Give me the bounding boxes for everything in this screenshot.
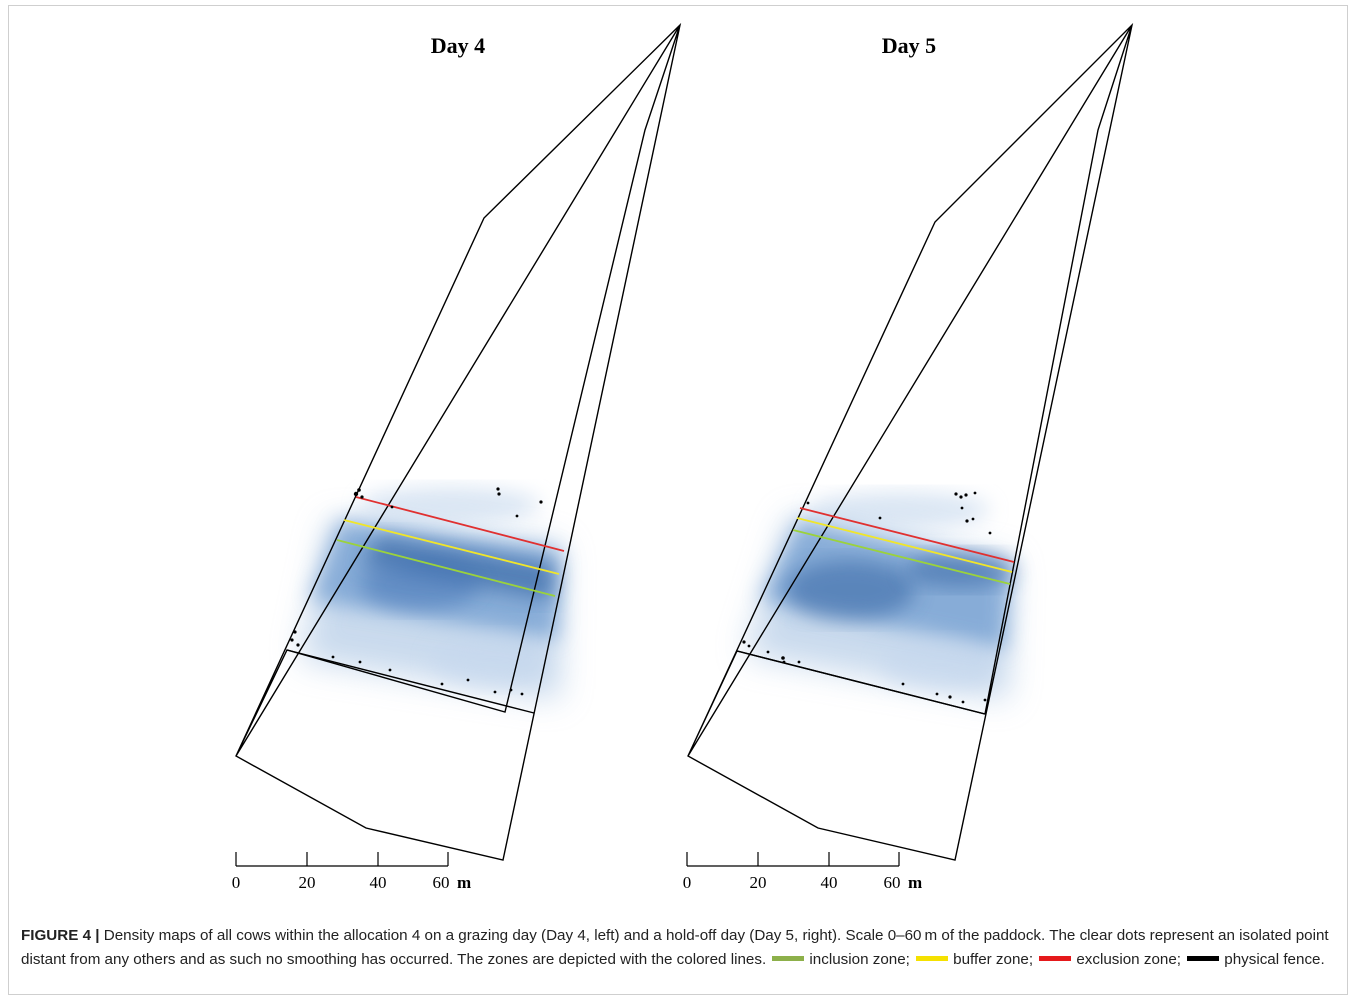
legend-buffer-label: buffer zone;	[953, 950, 1034, 968]
scale-tick-40: 40	[370, 873, 387, 892]
scale-bar-day5: 0 20 40 60 m	[683, 852, 922, 892]
isolated-points-day5	[742, 491, 992, 704]
buffer-zone-swatch	[916, 955, 949, 961]
density-map-day5	[745, 492, 1015, 700]
panel-title-day5: Day 5	[882, 33, 936, 58]
caption-text: Density maps of all cows within the allo…	[21, 927, 1329, 968]
scale-tick-20: 20	[750, 873, 767, 892]
legend-fence-label: physical fence.	[1224, 950, 1325, 968]
legend-inclusion-label: inclusion zone;	[809, 950, 910, 968]
inclusion-zone-line-day4	[336, 539, 556, 597]
figure-label: FIGURE 4 |	[21, 927, 100, 944]
panel-day5: Day 5	[683, 22, 1134, 892]
inclusion-zone-line-day5	[792, 529, 1011, 585]
isolated-points-day4	[290, 487, 543, 696]
inclusion-zone-swatch	[772, 955, 805, 961]
paddock-outline-day5	[687, 22, 1134, 861]
scale-tick-60: 60	[433, 873, 450, 892]
scale-unit: m	[908, 873, 922, 892]
scale-unit: m	[457, 873, 471, 892]
figure-graphic: Day 4 0	[232, 22, 1134, 892]
panel-day4: Day 4 0	[232, 22, 682, 892]
paddock-outline-day4	[235, 22, 682, 861]
exclusion-zone-line-day5	[799, 507, 1015, 563]
scale-bar-day4: 0 20 40 60 m	[232, 852, 471, 892]
scale-tick-20: 20	[299, 873, 316, 892]
figure-frame	[8, 5, 1348, 995]
panel-title-day4: Day 4	[431, 33, 485, 58]
scale-tick-0: 0	[232, 873, 241, 892]
figure-caption: FIGURE 4 | Density maps of all cows with…	[21, 924, 1339, 971]
buffer-zone-line-day5	[796, 517, 1013, 573]
scale-tick-40: 40	[821, 873, 838, 892]
physical-fence-swatch	[1187, 955, 1220, 961]
exclusion-zone-line-day4	[355, 496, 565, 552]
buffer-zone-line-day4	[343, 519, 560, 575]
physical-fence-line-day4	[286, 649, 535, 714]
exclusion-zone-swatch	[1039, 955, 1072, 961]
density-map-day4	[300, 487, 562, 700]
physical-fence-line-day5	[736, 650, 986, 715]
legend-exclusion-label: exclusion zone;	[1076, 950, 1182, 968]
scale-tick-60: 60	[884, 873, 901, 892]
scale-tick-0: 0	[683, 873, 692, 892]
